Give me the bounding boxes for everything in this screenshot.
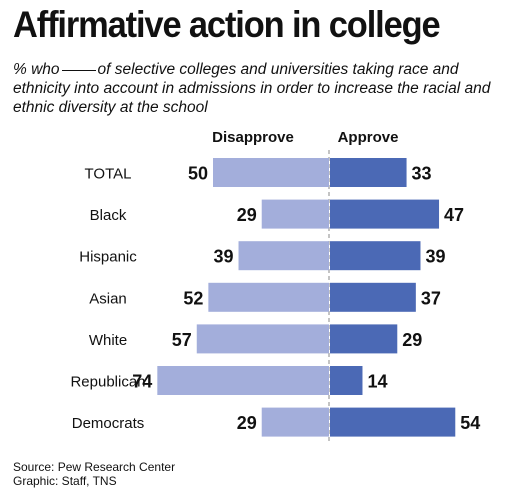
subtitle-blank [61, 70, 96, 71]
disapprove-bar-white [196, 324, 329, 354]
category-label-republican: Republican [70, 374, 145, 391]
approve-bar-asian [330, 282, 416, 312]
source-line: Source: Pew Research Center [13, 460, 176, 474]
approve-value-democrats: 54 [460, 413, 480, 433]
category-label-total: TOTAL [85, 166, 132, 183]
category-label-black: Black [90, 207, 127, 224]
disapprove-bar-democrats [261, 407, 329, 437]
disapprove-value-white: 57 [172, 330, 192, 350]
category-label-hispanic: Hispanic [79, 249, 137, 266]
chart-subtitle: % who of selective colleges and universit… [13, 60, 498, 117]
approve-bar-republican [330, 366, 363, 395]
credit-line: Graphic: Staff, TNS [13, 474, 117, 488]
approve-bar-white [330, 324, 398, 354]
approve-bar-black [330, 199, 440, 229]
source-note: Source: Pew Research Center Graphic: Sta… [13, 460, 175, 488]
legend-approve: Approve [338, 129, 399, 146]
disapprove-value-black: 29 [237, 205, 257, 225]
disapprove-bar-asian [208, 282, 329, 312]
disapprove-value-asian: 52 [183, 288, 203, 308]
disapprove-value-democrats: 29 [237, 413, 257, 433]
approve-value-republican: 14 [367, 372, 387, 392]
approve-value-hispanic: 39 [425, 247, 445, 267]
category-label-democrats: Democrats [72, 415, 145, 432]
approve-value-white: 29 [402, 330, 422, 350]
category-label-asian: Asian [89, 290, 127, 307]
approve-bar-total [330, 158, 407, 187]
legend: Disapprove Approve [212, 129, 398, 146]
approve-value-total: 33 [412, 164, 432, 184]
subtitle-lead: % who [13, 61, 60, 78]
chart-rows: TOTAL 50 33 Black 29 47 Hispanic 39 39 Asian 52 37 W… [70, 158, 480, 437]
disapprove-bar-hispanic [238, 241, 329, 271]
subtitle-rest: of selective colleges and universities t… [13, 61, 491, 116]
disapprove-value-republican: 74 [132, 372, 152, 392]
disapprove-value-total: 50 [188, 164, 208, 184]
approve-value-asian: 37 [421, 288, 441, 308]
disapprove-bar-republican [157, 366, 329, 395]
approve-value-black: 47 [444, 205, 464, 225]
legend-disapprove: Disapprove [212, 129, 294, 146]
category-label-white: White [89, 332, 127, 349]
approve-bar-hispanic [330, 241, 421, 271]
chart-title: Affirmative action in college [13, 4, 441, 45]
disapprove-value-hispanic: 39 [213, 247, 233, 267]
disapprove-bar-total [213, 158, 329, 187]
disapprove-bar-black [261, 199, 329, 229]
approve-bar-democrats [330, 407, 456, 437]
